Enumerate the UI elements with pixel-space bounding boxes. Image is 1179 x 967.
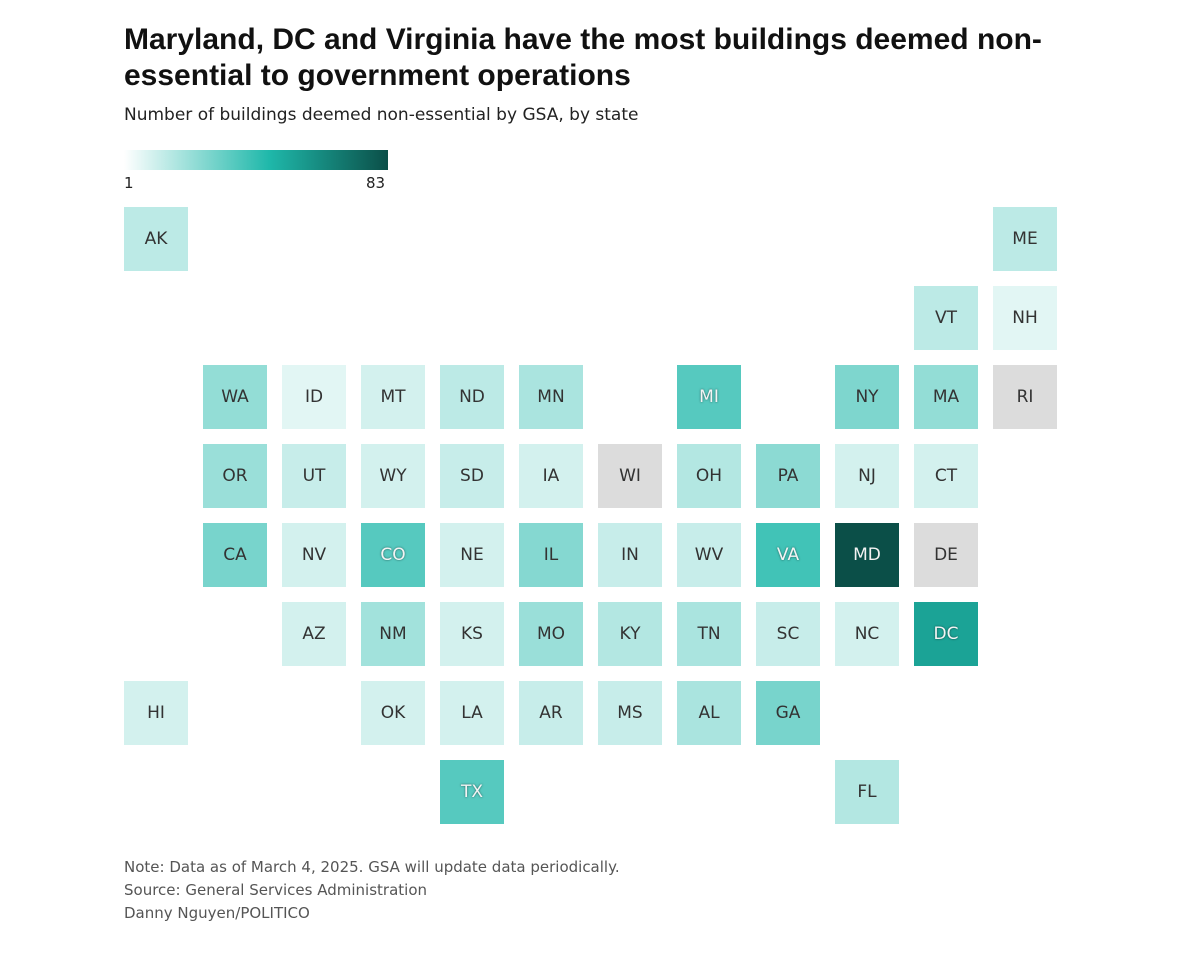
state-tile-ca: CA [203,523,267,587]
state-tile-ga: GA [756,681,820,745]
state-tile-ct: CT [914,444,978,508]
state-tile-ut: UT [282,444,346,508]
state-tile-mo: MO [519,602,583,666]
state-tile-ia: IA [519,444,583,508]
state-tile-az: AZ [282,602,346,666]
state-tile-ne: NE [440,523,504,587]
state-tile-nh: NH [993,286,1057,350]
state-tile-nj: NJ [835,444,899,508]
state-tile-ak: AK [124,207,188,271]
state-tile-ks: KS [440,602,504,666]
chart-footer: Note: Data as of March 4, 2025. GSA will… [124,856,620,925]
footer-source: Source: General Services Administration [124,881,428,899]
state-tile-mt: MT [361,365,425,429]
footer-note: Note: Data as of March 4, 2025. GSA will… [124,858,620,876]
state-tile-nc: NC [835,602,899,666]
state-tile-ri: RI [993,365,1057,429]
chart-subtitle: Number of buildings deemed non-essential… [124,105,639,125]
state-tile-me: ME [993,207,1057,271]
state-tile-vt: VT [914,286,978,350]
state-tile-ok: OK [361,681,425,745]
state-tile-mi: MI [677,365,741,429]
state-tile-hi: HI [124,681,188,745]
state-tile-wy: WY [361,444,425,508]
state-tile-sc: SC [756,602,820,666]
state-tile-pa: PA [756,444,820,508]
state-tile-ky: KY [598,602,662,666]
state-tile-nd: ND [440,365,504,429]
state-tile-il: IL [519,523,583,587]
state-tile-tn: TN [677,602,741,666]
state-tile-ny: NY [835,365,899,429]
state-tile-id: ID [282,365,346,429]
state-tile-wa: WA [203,365,267,429]
state-tile-fl: FL [835,760,899,824]
color-legend-bar [124,150,388,170]
state-tile-la: LA [440,681,504,745]
state-tile-in: IN [598,523,662,587]
state-tile-tx: TX [440,760,504,824]
state-tile-nm: NM [361,602,425,666]
state-tile-ma: MA [914,365,978,429]
state-tile-nv: NV [282,523,346,587]
state-tile-va: VA [756,523,820,587]
state-tile-wv: WV [677,523,741,587]
state-tile-wi: WI [598,444,662,508]
state-tile-dc: DC [914,602,978,666]
state-tile-ms: MS [598,681,662,745]
state-tile-oh: OH [677,444,741,508]
state-tile-co: CO [361,523,425,587]
state-tile-de: DE [914,523,978,587]
state-tile-sd: SD [440,444,504,508]
legend-max-label: 83 [366,174,386,192]
state-tile-al: AL [677,681,741,745]
chart-title: Maryland, DC and Virginia have the most … [124,23,1042,92]
state-tile-md: MD [835,523,899,587]
footer-credit: Danny Nguyen/POLITICO [124,904,310,922]
state-tile-mn: MN [519,365,583,429]
state-tile-or: OR [203,444,267,508]
state-tile-ar: AR [519,681,583,745]
legend-min-label: 1 [124,174,134,192]
